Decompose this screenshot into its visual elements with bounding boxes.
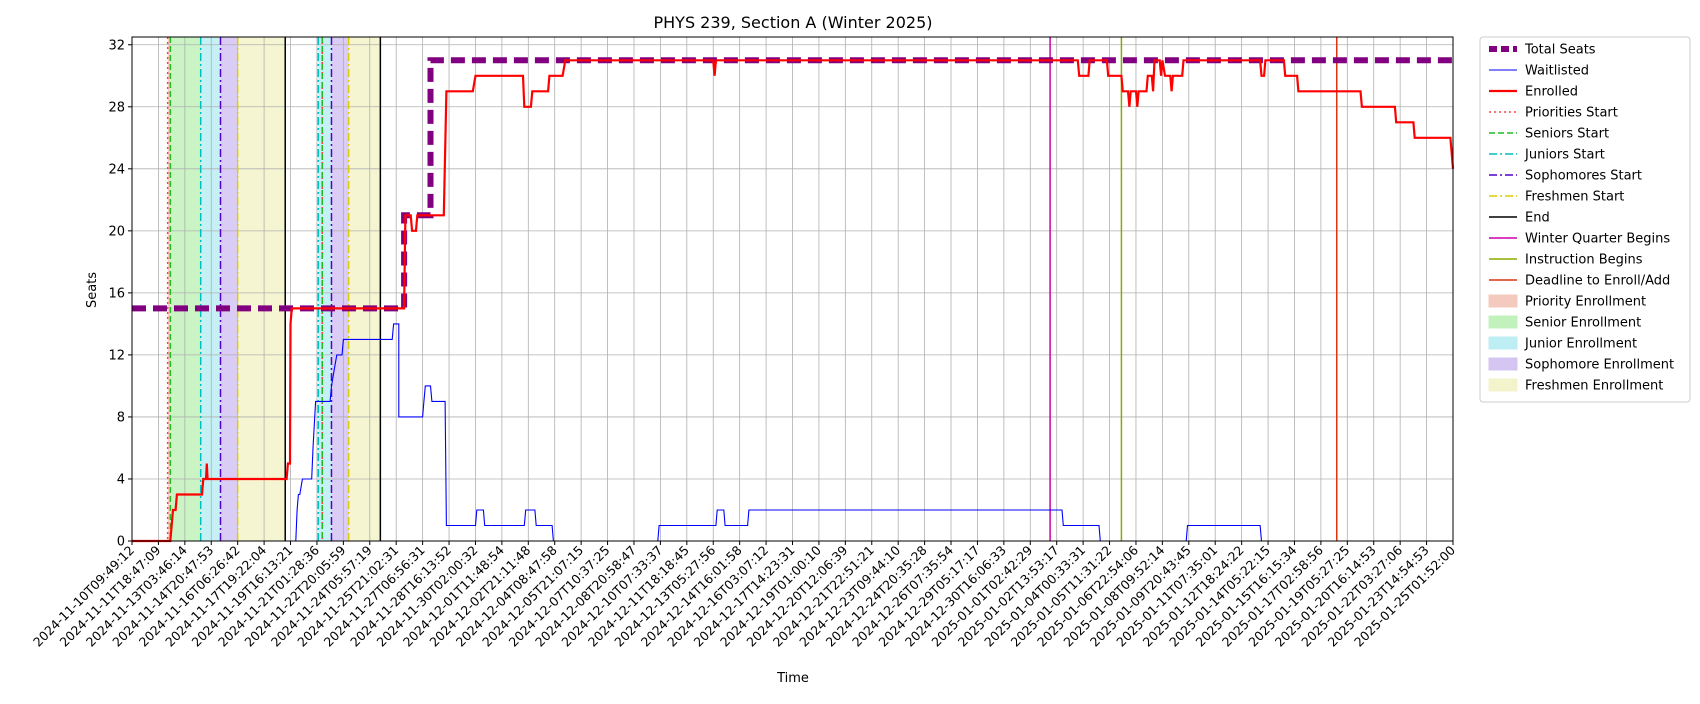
legend-swatch-13 xyxy=(1488,315,1518,329)
legend-box xyxy=(1479,36,1691,403)
region-3-0 xyxy=(220,37,238,541)
legend-label-6: Sophomores Start xyxy=(1525,169,1642,184)
y-tick-label-3: 12 xyxy=(108,348,125,363)
vertical-markers xyxy=(166,37,1338,541)
y-tick-label-1: 4 xyxy=(117,472,125,487)
region-2-1 xyxy=(318,37,332,541)
legend-swatch-12 xyxy=(1488,294,1518,308)
legend: Total Seats Waitlisted Enrolled Priorities … xyxy=(1479,36,1691,403)
legend-swatch-15 xyxy=(1488,357,1518,371)
series-2 xyxy=(132,59,1455,543)
series-lines xyxy=(132,57,1455,543)
legend-label-7: Freshmen Start xyxy=(1525,190,1624,205)
y-tick-label-6: 24 xyxy=(108,162,125,177)
legend-label-1: Waitlisted xyxy=(1525,64,1589,79)
legend-label-11: Deadline to Enroll/Add xyxy=(1525,274,1670,289)
y-tick-label-5: 20 xyxy=(108,224,125,239)
legend-label-9: Winter Quarter Begins xyxy=(1525,232,1670,247)
legend-label-3: Priorities Start xyxy=(1525,106,1618,121)
y-tick-label-7: 28 xyxy=(108,100,125,115)
region-2-0 xyxy=(200,37,221,541)
y-axis-label: Seats xyxy=(85,272,100,308)
legend-label-10: Instruction Begins xyxy=(1525,253,1643,268)
legend-label-16: Freshmen Enrollment xyxy=(1525,379,1663,394)
legend-swatch-14 xyxy=(1488,336,1518,350)
region-3-1 xyxy=(331,37,349,541)
region-4-0 xyxy=(237,37,286,541)
region-4-1 xyxy=(348,37,381,541)
legend-label-4: Seniors Start xyxy=(1525,127,1609,142)
legend-label-2: Enrolled xyxy=(1525,85,1578,100)
y-tick-label-2: 8 xyxy=(117,410,125,425)
y-tick-label-0: 0 xyxy=(117,535,125,550)
legend-swatch-16 xyxy=(1488,378,1518,392)
legend-label-5: Juniors Start xyxy=(1524,148,1605,163)
legend-label-0: Total Seats xyxy=(1524,43,1596,58)
legend-label-8: End xyxy=(1525,211,1550,226)
legend-label-14: Junior Enrollment xyxy=(1524,337,1637,352)
y-tick-label-4: 16 xyxy=(108,286,125,301)
region-1-0 xyxy=(170,37,201,541)
legend-label-12: Priority Enrollment xyxy=(1525,295,1646,310)
region-0-0 xyxy=(167,37,171,541)
x-axis-label: Time xyxy=(776,671,809,686)
chart-title: PHYS 239, Section A (Winter 2025) xyxy=(653,13,932,32)
legend-label-13: Senior Enrollment xyxy=(1525,316,1641,331)
legend-label-15: Sophomore Enrollment xyxy=(1525,358,1674,373)
y-tick-label-8: 32 xyxy=(108,38,125,53)
series-1 xyxy=(132,323,1453,542)
